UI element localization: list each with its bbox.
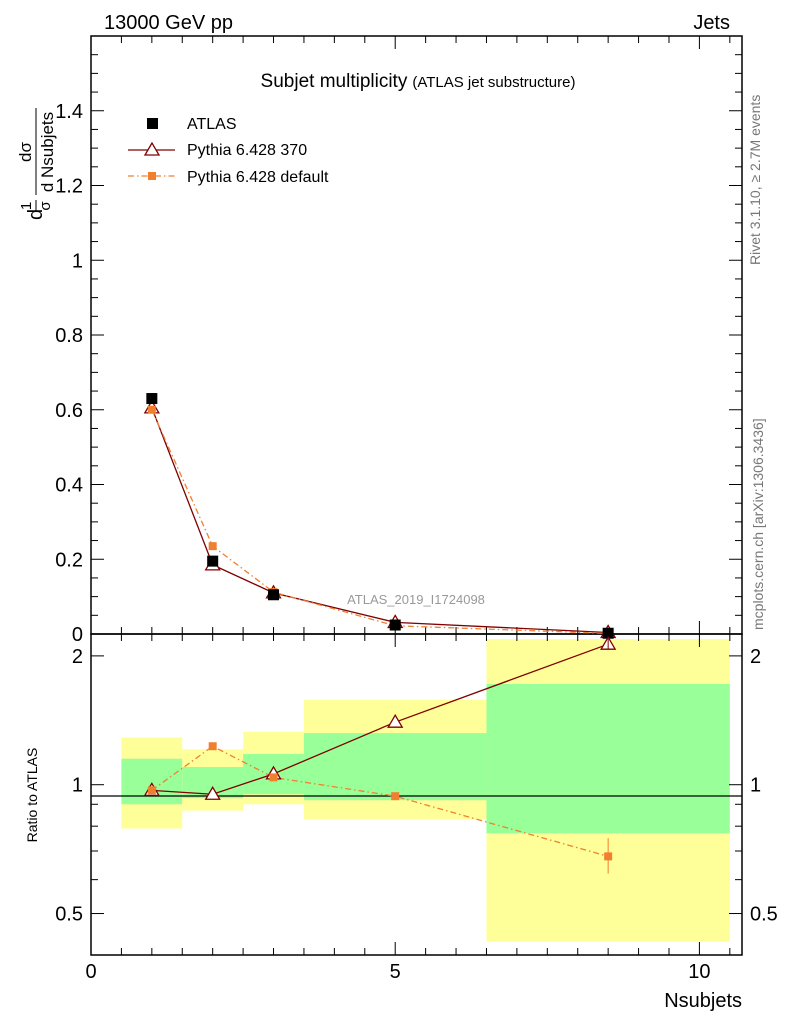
y-tick-label-main: 0.4	[55, 475, 83, 497]
y-tick-label-ratio-right: 2	[750, 646, 761, 668]
main-point-atlas	[602, 627, 614, 639]
legend-label-atlas: ATLAS	[187, 116, 237, 133]
plot-subtitle: (ATLAS jet substructure)	[412, 74, 575, 91]
ratio-point-pythia-default	[208, 742, 217, 751]
x-tick-label: 10	[688, 961, 710, 983]
legend-label-pythia-default: Pythia 6.428 default	[187, 169, 329, 186]
x-axis-label: Nsubjets	[664, 990, 742, 1012]
ratio-plot-frame	[90, 633, 743, 956]
y-tick-label-main: 0.2	[55, 549, 83, 571]
mcplots-reference-text: mcplots.cern.ch [arXiv:1306.3436]	[750, 418, 766, 630]
y-tick-label-ratio-right: 0.5	[750, 904, 778, 926]
ratio-point-pythia-default	[147, 786, 156, 795]
y-axis-label-ratio: Ratio to ATLAS	[24, 748, 40, 843]
main-point-atlas	[268, 589, 280, 601]
ylabel-numerator: dσ	[16, 142, 35, 162]
y-tick-label-main: 1.2	[55, 176, 83, 198]
band-green	[121, 758, 183, 805]
y-tick-label-ratio: 0.5	[55, 904, 83, 926]
y-tick-label-main: 0.6	[55, 400, 83, 422]
x-tick-label: 5	[390, 961, 401, 983]
band-green	[486, 683, 730, 834]
header-jets: Jets	[693, 12, 730, 34]
watermark: ATLAS_2019_I1724098	[347, 592, 485, 607]
legend-label-pythia-370: Pythia 6.428 370	[187, 142, 307, 159]
header-energy: 13000 GeV pp	[104, 12, 233, 34]
main-point-atlas	[146, 393, 158, 405]
rivet-version-text: Rivet 3.1.10, ≥ 2.7M events	[747, 95, 763, 265]
ratio-point-pythia-default	[391, 792, 400, 801]
x-tick-label: 0	[85, 961, 96, 983]
legend: ATLAS Pythia 6.428 370 Pythia 6.428 defa…	[128, 116, 329, 186]
main-point-pythia-default	[208, 542, 217, 551]
y-tick-label-main: 1	[72, 250, 83, 272]
y-tick-label-main: 1.4	[55, 101, 83, 123]
legend-marker-pythia-default	[148, 172, 156, 180]
ratio-point-pythia-default	[269, 773, 278, 782]
main-point-atlas	[389, 619, 401, 631]
ratio-uncertainty-bands	[121, 639, 730, 942]
ylabel-denominator: d Nsubjets	[38, 112, 57, 192]
y-tick-label-main: 0	[72, 624, 83, 646]
ylabel-prefix-d: d	[25, 209, 47, 220]
y-tick-label-ratio: 2	[72, 646, 83, 668]
legend-marker-pythia-370	[143, 141, 161, 156]
plot-title: Subjet multiplicity (ATLAS jet substructu…	[261, 71, 576, 92]
ylabel-sigma: σ	[37, 201, 54, 211]
main-point-atlas	[207, 555, 219, 567]
y-tick-label-main: 0.8	[55, 325, 83, 347]
y-axis-label-main: d 1 σ dσ d Nsubjets	[16, 108, 57, 220]
y-tick-label-ratio-right: 1	[750, 775, 761, 797]
ylabel-one: 1	[18, 202, 35, 210]
series-markers	[143, 393, 617, 874]
legend-marker-atlas	[147, 118, 158, 129]
band-green	[303, 733, 487, 801]
main-point-pythia-default	[147, 405, 156, 414]
ratio-point-pythia-370	[387, 713, 404, 728]
y-tick-label-ratio: 1	[72, 775, 83, 797]
ratio-line	[151, 745, 609, 858]
plot-title-main: Subjet multiplicity	[261, 71, 408, 92]
ratio-point-pythia-370	[204, 785, 221, 800]
